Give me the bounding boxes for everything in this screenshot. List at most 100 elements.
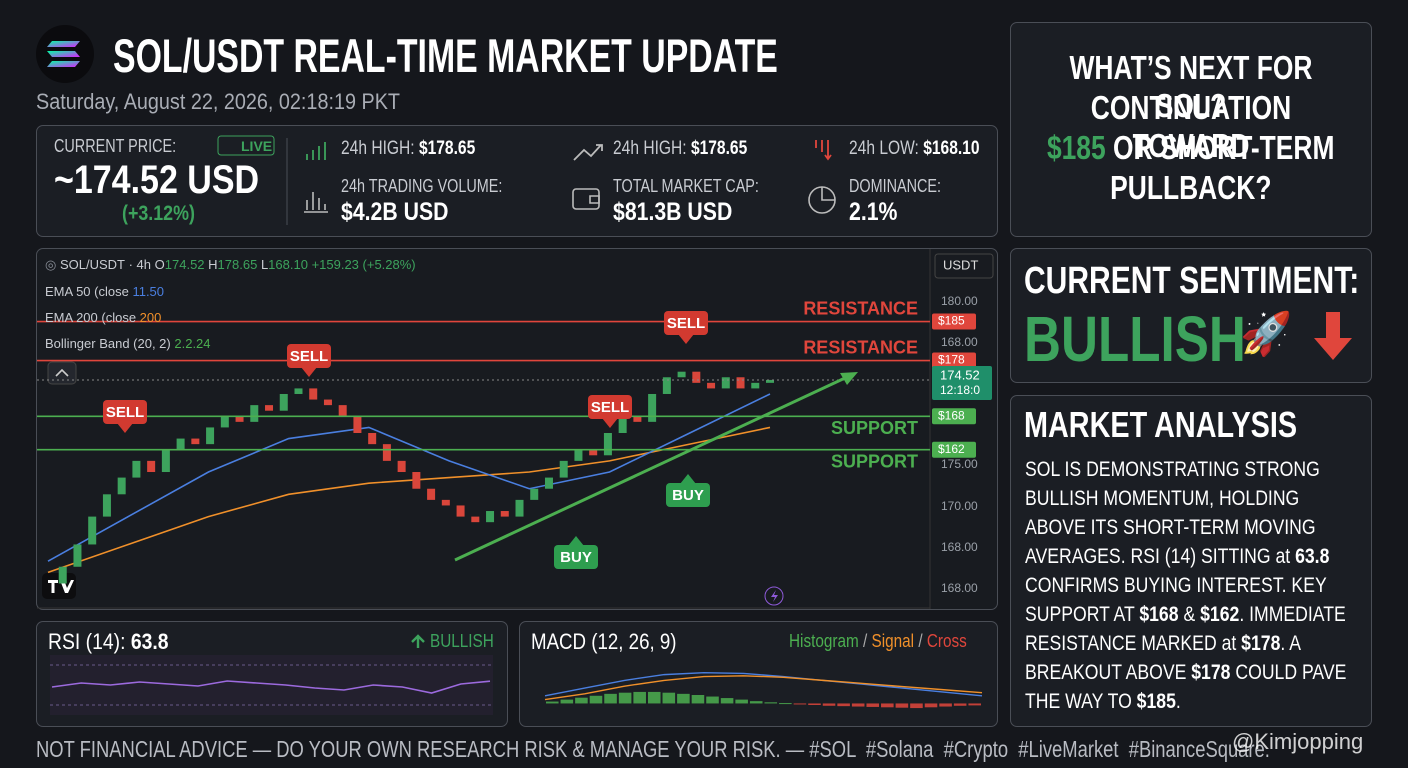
collapse-button[interactable] [47,361,77,385]
up-arrow [411,634,425,648]
level-label: RESISTANCE [803,298,918,318]
macd-bar [691,695,705,704]
signal-badge [666,483,710,507]
question-line-wrap: PULLBACK? [1010,169,1372,207]
ohlc-value: 178.65 [217,257,258,272]
candle [279,393,288,411]
candle [294,388,303,394]
macd-bar [822,703,836,706]
macd-bar [866,703,880,707]
axis-label: 168.00 [941,335,978,349]
indicator-value: 11.50 [132,284,165,299]
analysis-segment: SOL IS DEMONSTRATING STRONG BULLISH MOME… [1025,457,1325,568]
candle [58,566,67,584]
candle [736,377,745,389]
legend-item: Signal [871,631,915,651]
title: SOL/USDT REAL-TIME MARKET UPDATE [113,29,778,82]
question-highlight: $185 [1047,129,1106,166]
sentiment-value: BULLISH [1024,303,1246,375]
candle [633,416,642,422]
stat-value: $178.65 [690,138,748,159]
stat: 24h HIGH: $178.65 [341,138,505,160]
live-badge-text: LIVE [241,138,273,154]
question-box [1010,22,1372,237]
macd-bar [851,703,865,707]
analysis-segment: $178 [1241,631,1281,655]
candle [412,472,421,489]
ema50-line [47,393,771,562]
signal-text: BUY [560,549,592,566]
rsi-label: RSI (14): [48,629,126,654]
analysis-title-wrap: MARKET ANALYSIS [1024,404,1365,446]
macd-bar [749,701,763,704]
signal-text: BUY [672,487,704,504]
candle [73,544,82,567]
axis-label: 168.00 [941,581,978,595]
signal-badge [287,344,331,368]
stat-value: $168.10 [923,138,980,159]
macd-bar [939,703,952,707]
trend-arrow-head [840,372,858,385]
candle [648,393,657,422]
stat-value: 2.1% [849,198,898,226]
candle [721,377,730,389]
analysis-segment: COULD PAVE THE WAY TO [1025,660,1352,713]
macd-bar [779,703,792,705]
current-price: ~174.52 USD [54,158,260,202]
analysis-segment: $185 [1136,689,1176,713]
currency-box [934,253,994,279]
chart-box [36,248,998,610]
price-wrap: ~174.52 USD [54,158,295,203]
datetime: Saturday, August 22, 2026, 02:18:19 PKT [36,89,400,114]
macd-bar [706,696,719,704]
indicator-name: Bollinger Band (20, 2) [45,336,171,351]
macd-line [544,671,983,697]
signal-text: SELL [106,404,144,421]
analysis-segment: 63.8 [1295,544,1330,568]
macd-bar [968,703,981,706]
candle [692,371,701,383]
candle [132,460,141,478]
sentiment-label-wrap: CURRENT SENTIMENT: [1024,260,1408,303]
macd-label: MACD (12, 26, 9) [531,629,677,654]
icon-high [306,142,326,160]
candle [88,516,97,545]
indicator-value: 200 [139,310,162,325]
level-tag-text: $168 [938,408,965,422]
level-tag [932,352,976,369]
stat-value: $178.65 [418,138,476,159]
candle [265,405,274,411]
chart-header: ◎ SOL/USDT · 4h O174.52 H178.65 L168.10 … [45,257,416,272]
stat-inner: 24h HIGH: $178.65 [613,138,747,160]
candle [471,516,480,523]
sentiment-value-wrap: BULLISH [1024,302,1301,376]
last-price-text: 174.52 [940,367,980,382]
candle [427,488,436,500]
candle [309,388,318,400]
legend-item: Histogram [789,631,859,651]
stat-inner: 24h LOW: $168.10 [849,138,980,160]
indicator: Bollinger Band (20, 2) 2.2.24 [45,336,211,351]
analysis-segment: $168 [1139,602,1179,626]
question-line: OR SHORT-TERM [1105,129,1335,166]
candle [161,449,170,473]
candle [574,449,583,461]
axis-label: 175.00 [941,457,978,471]
candle [250,405,259,422]
macd-bar [575,697,588,704]
stat-label-wrap: 24h TRADING VOLUME: [341,176,543,197]
trend-arrow [454,376,846,562]
candle [530,488,539,500]
ohlc-key: O [154,257,165,272]
macd-bar [560,699,574,704]
level-tag [932,313,976,330]
sentiment-box [1010,248,1372,383]
macd-legend: Histogram / Signal / Cross [789,631,967,652]
indicator: EMA 200 (close 200 [45,310,161,325]
indicator-name: EMA 200 (close [45,310,137,325]
title-wrap: SOL/USDT REAL-TIME MARKET UPDATE [113,28,1036,83]
level-tag [932,408,976,425]
signal-pointer [678,334,694,344]
level-tag-text: $162 [938,442,965,456]
footer-wrap: NOT FINANCIAL ADVICE — DO YOUR OWN RESEA… [36,736,1408,763]
